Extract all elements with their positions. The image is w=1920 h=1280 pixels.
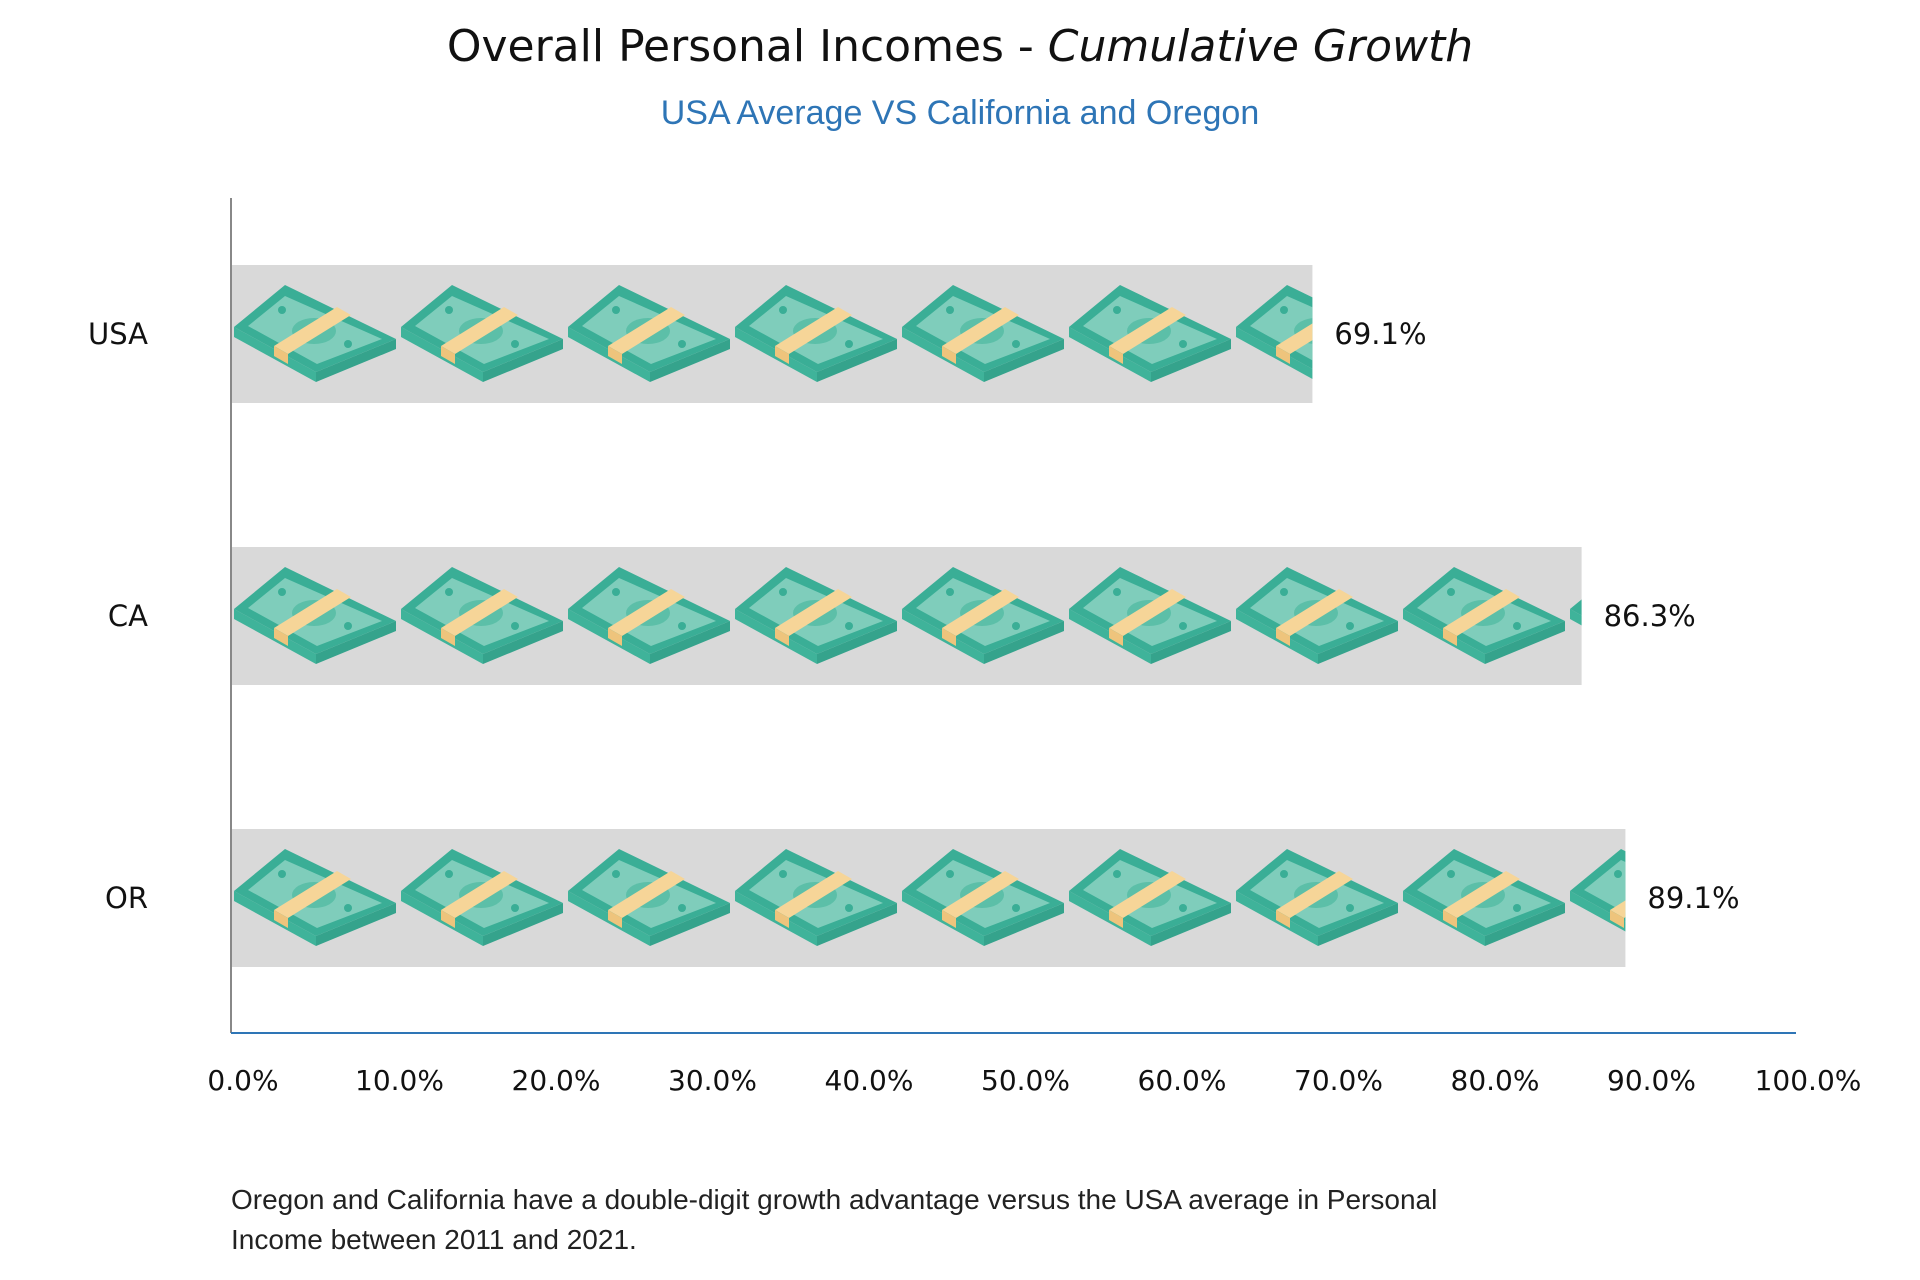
value-label-or: 89.1% <box>1647 881 1739 915</box>
x-tick-label: 40.0% <box>825 1064 914 1097</box>
category-label-usa: USA <box>88 317 148 351</box>
category-label-or: OR <box>105 881 148 915</box>
x-tick-label: 80.0% <box>1451 1064 1540 1097</box>
bar-usa <box>231 265 1313 403</box>
chart-title-main: Overall Personal Incomes - <box>447 21 1048 72</box>
x-axis-ticks: 0.0% 10.0% 20.0% 30.0% 40.0% 50.0% 60.0% 70.0% 8… <box>207 1064 1861 1097</box>
x-tick-label: 50.0% <box>981 1064 1070 1097</box>
chart-title-emphasis: Cumulative Growth <box>1048 21 1473 72</box>
x-tick-label: 90.0% <box>1607 1064 1696 1097</box>
value-label-ca: 86.3% <box>1604 599 1696 633</box>
x-tick-label: 20.0% <box>512 1064 601 1097</box>
chart-caption: Oregon and California have a double-digi… <box>231 1184 1438 1255</box>
x-tick-label: 10.0% <box>355 1064 444 1097</box>
chart-subtitle: USA Average VS California and Oregon <box>661 94 1260 132</box>
value-label-usa: 69.1% <box>1334 317 1426 351</box>
bars-layer <box>231 265 1626 967</box>
bar-or <box>231 829 1626 967</box>
x-tick-label: 30.0% <box>668 1064 757 1097</box>
chart-title: Overall Personal Incomes - Cumulative Gr… <box>447 21 1473 72</box>
category-label-ca: CA <box>108 599 148 633</box>
x-tick-label: 0.0% <box>207 1064 278 1097</box>
x-tick-label: 100.0% <box>1755 1064 1862 1097</box>
x-tick-label: 70.0% <box>1294 1064 1383 1097</box>
labels-layer: USA 69.1% CA 86.3% OR 89.1% <box>88 317 1740 915</box>
x-tick-label: 60.0% <box>1138 1064 1227 1097</box>
bar-ca <box>231 547 1582 685</box>
